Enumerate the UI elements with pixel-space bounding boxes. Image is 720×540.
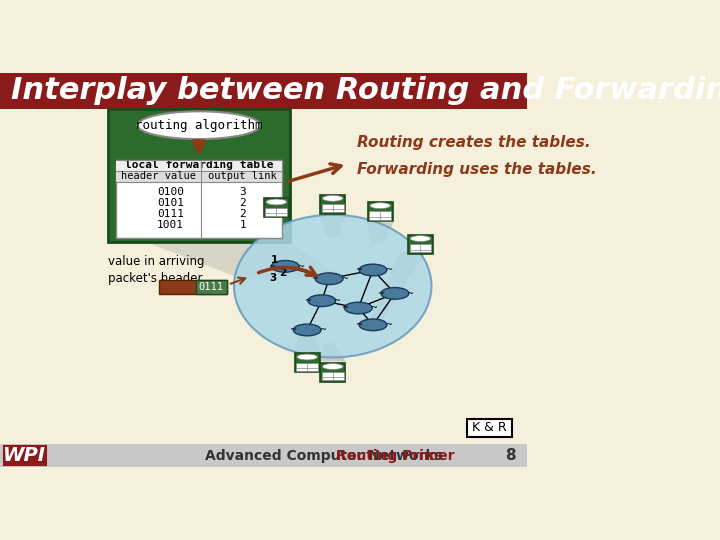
Bar (266, 208, 287, 216)
Text: ~: ~ (341, 274, 348, 283)
Ellipse shape (370, 202, 390, 208)
Text: Routing creates the tables.: Routing creates the tables. (357, 135, 590, 150)
Text: ~: ~ (297, 261, 304, 271)
Text: 3: 3 (240, 187, 246, 197)
Bar (322, 204, 343, 212)
Text: ~: ~ (333, 296, 341, 305)
Text: local forwarding table: local forwarding table (125, 160, 273, 171)
Ellipse shape (315, 273, 343, 285)
Text: ~: ~ (377, 288, 384, 298)
Bar (320, 195, 345, 214)
Ellipse shape (308, 295, 336, 307)
Ellipse shape (381, 288, 409, 299)
Text: Routing Primer: Routing Primer (336, 449, 455, 463)
Text: WPI: WPI (4, 446, 46, 465)
Text: K & R: K & R (472, 421, 507, 435)
Text: ~: ~ (305, 296, 311, 305)
Ellipse shape (271, 260, 299, 272)
Polygon shape (146, 242, 343, 279)
Bar (115, 171, 282, 182)
Bar (159, 280, 227, 294)
Bar (0, 72, 526, 109)
Text: 0111: 0111 (199, 282, 224, 292)
Ellipse shape (344, 302, 372, 314)
Ellipse shape (359, 264, 387, 276)
Text: ~: ~ (289, 325, 297, 334)
Text: ~: ~ (384, 320, 392, 329)
Bar (108, 109, 289, 242)
Ellipse shape (138, 111, 261, 139)
Text: 2: 2 (240, 208, 246, 219)
Ellipse shape (266, 199, 287, 205)
Text: ~: ~ (312, 274, 318, 283)
Bar (296, 363, 318, 371)
Text: 0101: 0101 (157, 198, 184, 208)
Text: ~: ~ (356, 320, 362, 329)
Bar (0, 444, 526, 468)
Bar (294, 353, 320, 373)
Text: 0100: 0100 (157, 187, 184, 197)
Text: ~: ~ (341, 303, 348, 312)
Text: 0111: 0111 (157, 208, 184, 219)
Ellipse shape (234, 215, 431, 357)
Text: Advanced Computer Networks: Advanced Computer Networks (204, 449, 443, 463)
Bar (410, 245, 431, 252)
Text: Forwarding uses the tables.: Forwarding uses the tables. (357, 161, 596, 177)
Text: routing algorithm: routing algorithm (135, 119, 263, 132)
Bar (115, 160, 282, 171)
Text: 2: 2 (279, 268, 287, 278)
Text: ~: ~ (407, 288, 413, 298)
Text: 2: 2 (240, 198, 246, 208)
Bar (369, 212, 391, 220)
Bar (196, 280, 227, 294)
Bar (368, 202, 392, 221)
Text: ~: ~ (356, 265, 362, 274)
Text: 8: 8 (505, 448, 516, 463)
Text: 1: 1 (271, 255, 278, 265)
Polygon shape (320, 343, 346, 361)
Ellipse shape (323, 363, 343, 369)
Polygon shape (294, 330, 320, 352)
Bar (264, 198, 289, 217)
Text: header value: header value (121, 171, 196, 181)
Text: Interplay between Routing and Forwarding: Interplay between Routing and Forwarding (11, 76, 720, 105)
FancyArrowPatch shape (258, 267, 316, 275)
Polygon shape (367, 222, 393, 245)
Ellipse shape (410, 235, 431, 241)
Bar (408, 235, 433, 254)
Bar (322, 373, 343, 380)
Text: value in arriving
packet's header: value in arriving packet's header (108, 255, 204, 285)
Bar (4, 446, 46, 465)
Bar (320, 363, 345, 382)
Text: ~: ~ (370, 303, 377, 312)
Bar (115, 160, 282, 238)
Ellipse shape (293, 324, 321, 336)
Text: ~: ~ (268, 261, 274, 271)
Text: ~: ~ (319, 325, 326, 334)
Text: output link: output link (208, 171, 277, 181)
Bar (467, 419, 512, 437)
Polygon shape (320, 215, 346, 237)
Polygon shape (265, 219, 291, 241)
Ellipse shape (297, 354, 318, 360)
Text: 1001: 1001 (157, 220, 184, 231)
Text: 3: 3 (269, 273, 276, 283)
Text: 1: 1 (240, 220, 246, 231)
Polygon shape (367, 252, 426, 325)
Ellipse shape (323, 195, 343, 201)
Text: ~: ~ (384, 265, 392, 274)
Ellipse shape (359, 319, 387, 330)
